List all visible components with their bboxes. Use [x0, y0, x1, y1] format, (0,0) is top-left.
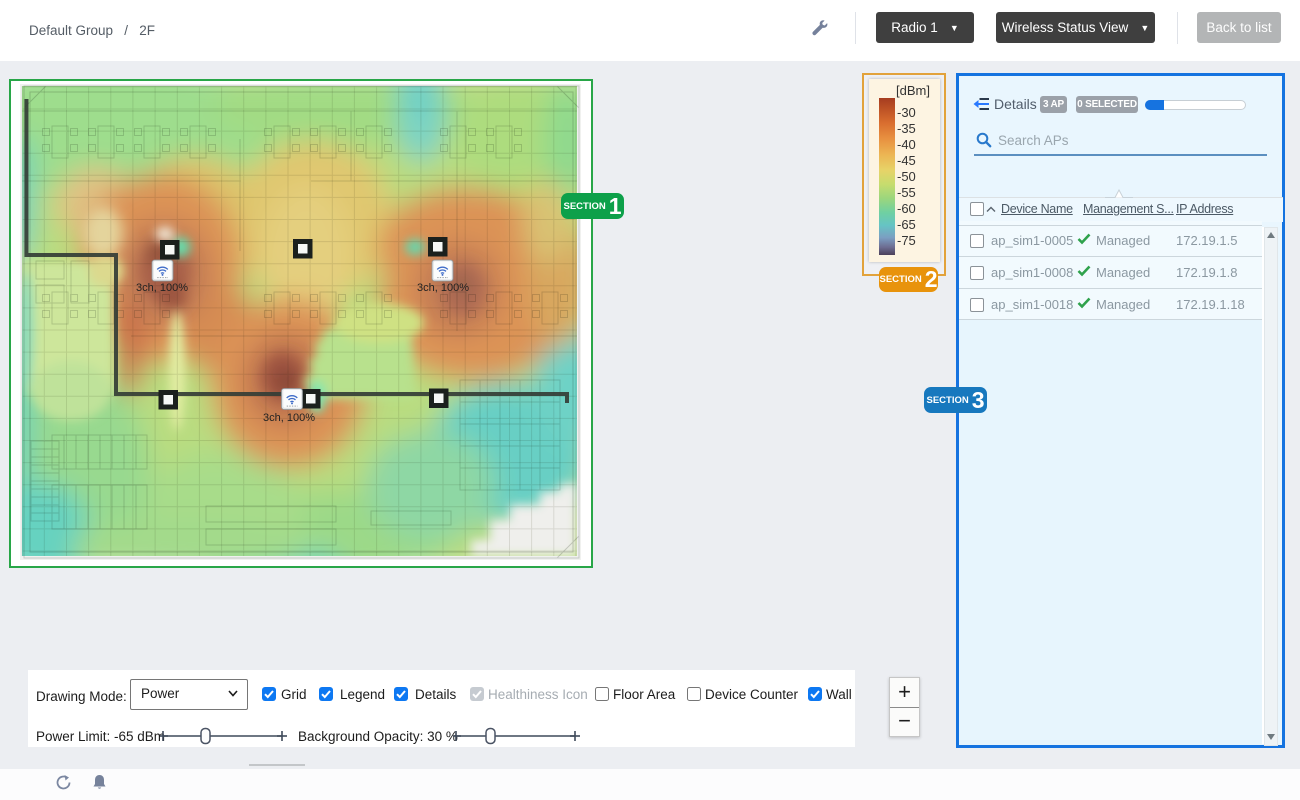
svg-text:3ch, 100%: 3ch, 100%	[263, 412, 315, 424]
svg-text:3ch, 100%: 3ch, 100%	[417, 282, 469, 294]
svg-text:3ch, 100%: 3ch, 100%	[136, 282, 188, 294]
